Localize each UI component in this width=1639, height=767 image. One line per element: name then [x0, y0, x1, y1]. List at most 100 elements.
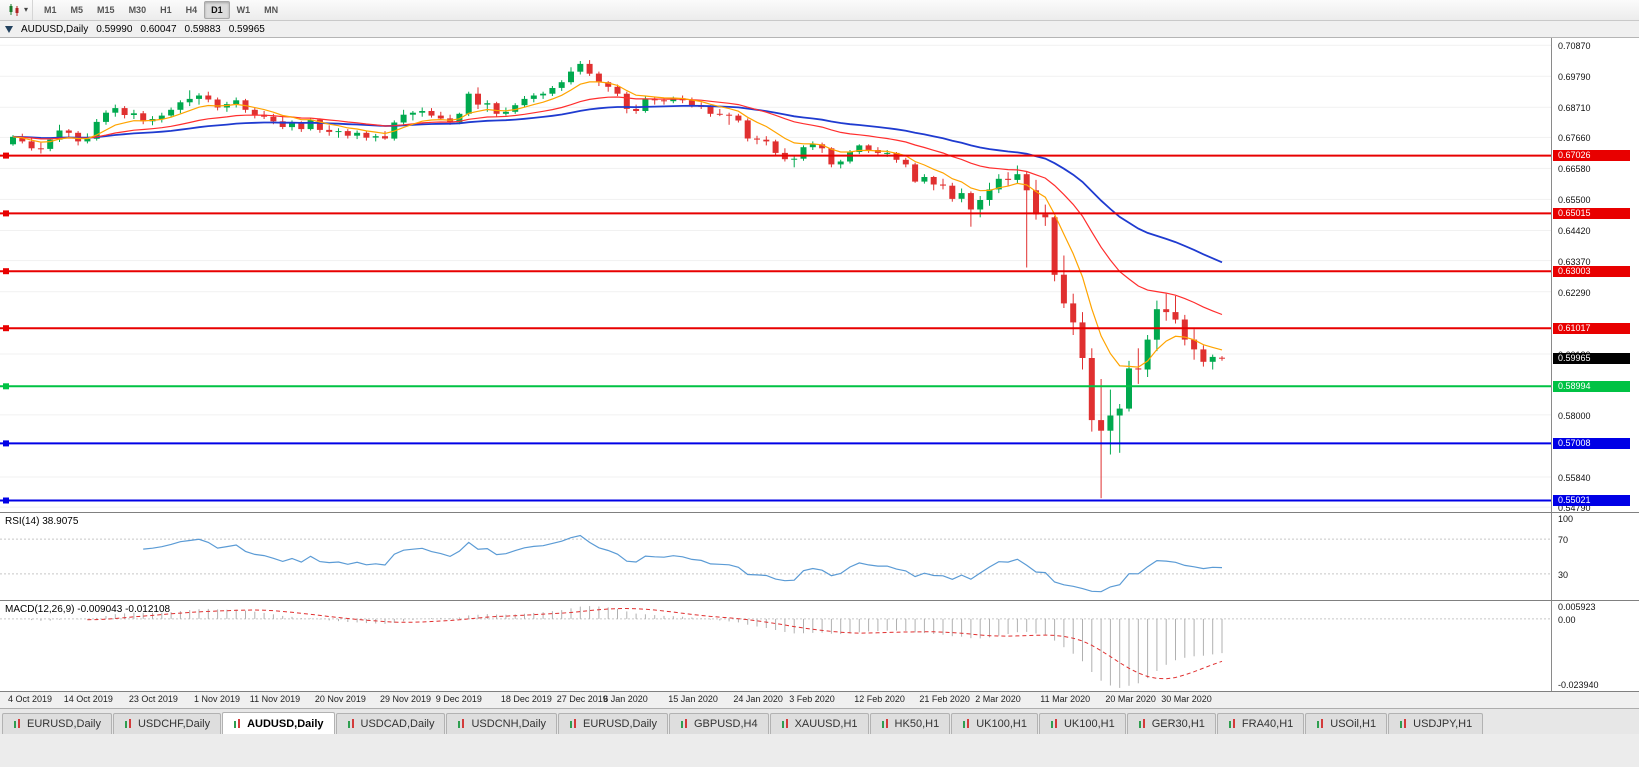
- chart-tab-icon: [781, 719, 791, 729]
- macd-axis-tick: 0.005923: [1558, 602, 1596, 612]
- ohlc-low: 0.59883: [184, 23, 221, 35]
- chart-tab-usdcnh-daily[interactable]: USDCNH,Daily: [446, 713, 558, 734]
- time-axis-label: 14 Oct 2019: [63, 694, 113, 704]
- timeframe-button-d1[interactable]: D1: [204, 1, 230, 19]
- chart-window-icon: [5, 26, 13, 33]
- chart-tab-label: EURUSD,Daily: [27, 718, 101, 730]
- chart-tab-label: UK100,H1: [1063, 718, 1115, 730]
- chart-tab-usdchf-daily[interactable]: USDCHF,Daily: [112, 713, 222, 734]
- panel-splitter[interactable]: [0, 512, 1639, 513]
- chart-tab-label: USDCNH,Daily: [471, 718, 547, 730]
- chart-tab-icon: [1399, 719, 1409, 729]
- current-price-label: 0.59965: [1553, 352, 1630, 364]
- chart-tab-usoil-h1[interactable]: USOil,H1: [1305, 713, 1388, 734]
- price-axis-tick: 0.65500: [1558, 195, 1591, 206]
- chart-tab-bar: EURUSD,Daily USDCHF,Daily AUDUSD,Daily USDC…: [0, 708, 1639, 734]
- time-axis-label: 20 Mar 2020: [1105, 694, 1156, 704]
- chart-tab-icon: [962, 719, 972, 729]
- hline-price-label: 0.58994: [1553, 380, 1630, 392]
- chart-tab-icon: [680, 719, 690, 729]
- timeframe-button-m30[interactable]: M30: [128, 5, 147, 15]
- time-axis-label: 18 Dec 2019: [500, 694, 552, 704]
- chart-title-symbol: AUDUSD,Daily: [21, 23, 89, 35]
- price-axis-tick: 0.68710: [1558, 103, 1591, 114]
- price-axis-tick: 0.69790: [1558, 72, 1591, 83]
- dropdown-caret-icon: ▾: [24, 5, 29, 14]
- panel-splitter[interactable]: [0, 600, 1639, 601]
- time-axis[interactable]: 4 Oct 2019 14 Oct 2019 23 Oct 2019 1 Nov 20…: [0, 691, 1639, 708]
- price-axis[interactable]: 0.70870 0.69790 0.68710 0.67660 0.66580 0.655…: [1551, 38, 1639, 514]
- macd-panel[interactable]: MACD(12,26,9) -0.009043 -0.012108 0.0059…: [0, 601, 1639, 691]
- chart-tab-fra40-h1[interactable]: FRA40,H1: [1216, 713, 1305, 734]
- time-axis-label: 11 Nov 2019: [249, 694, 301, 704]
- chart-tab-icon: [1138, 719, 1148, 729]
- chart-tab-icon: [233, 718, 243, 729]
- price-chart-panel[interactable]: 0.70870 0.69790 0.68710 0.67660 0.66580 0.655…: [0, 38, 1639, 514]
- timeframe-button-m15[interactable]: M15: [97, 5, 115, 15]
- chart-tab-xauusd-h1[interactable]: XAUUSD,H1: [769, 713, 869, 734]
- hline-price-label: 0.61017: [1553, 322, 1630, 334]
- chart-tab-label: XAUUSD,H1: [794, 718, 858, 730]
- chart-tab-icon: [13, 719, 23, 729]
- chart-type-button[interactable]: ▾: [3, 0, 34, 20]
- rsi-panel[interactable]: RSI(14) 38.9075 100 70 30: [0, 513, 1639, 600]
- chart-tab-icon: [1316, 719, 1326, 729]
- time-axis-label: 2 Mar 2020: [975, 694, 1021, 704]
- price-axis-tick: 0.54790: [1558, 503, 1591, 514]
- rsi-axis[interactable]: 100 70 30: [1551, 513, 1639, 600]
- price-axis-tick: 0.67660: [1558, 133, 1591, 144]
- chart-tab-audusd-daily[interactable]: AUDUSD,Daily: [222, 712, 335, 734]
- timeframe-button-m5[interactable]: M5: [70, 5, 84, 15]
- chart-tab-ger30-h1[interactable]: GER30,H1: [1126, 713, 1216, 734]
- rsi-axis-tick: 30: [1558, 569, 1569, 580]
- price-axis-tick: 0.66580: [1558, 164, 1591, 175]
- chart-tab-label: UK100,H1: [976, 718, 1027, 730]
- chart-tab-label: USDCHF,Daily: [137, 718, 211, 730]
- chart-tab-label: GBPUSD,H4: [694, 718, 758, 730]
- chart-tab-label: USDCAD,Daily: [360, 718, 435, 730]
- chart-tab-icon: [457, 719, 467, 729]
- time-axis-label: 12 Feb 2020: [854, 694, 905, 704]
- time-axis-label: 15 Jan 2020: [668, 694, 718, 704]
- ohlc-close: 0.59965: [228, 23, 265, 35]
- price-axis-tick: 0.63370: [1558, 256, 1591, 267]
- price-axis-tick: 0.58000: [1558, 410, 1591, 421]
- chart-tab-usdcad-daily[interactable]: USDCAD,Daily: [335, 713, 446, 734]
- chart-header: AUDUSD,Daily 0.59990 0.60047 0.59883 0.5…: [0, 21, 1639, 38]
- timeframe-button-h4[interactable]: H4: [185, 5, 198, 15]
- macd-label: MACD(12,26,9) -0.009043 -0.012108: [5, 604, 171, 615]
- rsi-axis-tick: 100: [1558, 514, 1574, 524]
- chart-tab-label: GER30,H1: [1151, 718, 1205, 730]
- chart-tab-hk50-h1[interactable]: HK50,H1: [869, 713, 951, 734]
- chart-tab-eurusd-daily[interactable]: EURUSD,Daily: [2, 713, 112, 734]
- timeframe-selector: M1 M5 M15 M30 H1 H4 D1 W1 MN: [37, 1, 285, 19]
- chart-tab-icon: [569, 719, 579, 729]
- timeframe-button-h1[interactable]: H1: [160, 5, 172, 15]
- rsi-axis-tick: 70: [1558, 535, 1569, 546]
- hline-price-label: 0.55021: [1553, 494, 1630, 506]
- time-axis-label: 9 Dec 2019: [435, 694, 482, 704]
- chart-tab-icon: [1228, 719, 1238, 729]
- time-axis-label: 21 Feb 2020: [919, 694, 970, 704]
- candlestick-plot[interactable]: [0, 38, 1552, 512]
- time-axis-label: 4 Oct 2019: [8, 694, 53, 704]
- macd-axis[interactable]: 0.005923 0.00 -0.023940: [1551, 601, 1639, 691]
- hline-price-label: 0.65015: [1553, 207, 1630, 219]
- chart-tab-uk100-h1[interactable]: UK100,H1: [1038, 713, 1126, 734]
- chart-tab-uk100-h1[interactable]: UK100,H1: [951, 713, 1038, 734]
- time-axis-label: 6 Jan 2020: [603, 694, 648, 704]
- hline-price-label: 0.67026: [1553, 150, 1630, 162]
- empty-area: [0, 734, 1639, 767]
- chart-tab-icon: [1050, 719, 1060, 729]
- ohlc-open: 0.59990: [96, 23, 133, 35]
- chart-tab-usdjpy-h1[interactable]: USDJPY,H1: [1388, 713, 1484, 734]
- timeframe-button-mn[interactable]: MN: [264, 5, 279, 15]
- time-axis-label: 3 Feb 2020: [789, 694, 835, 704]
- chart-tab-label: HK50,H1: [894, 718, 940, 730]
- chart-tab-gbpusd-h4[interactable]: GBPUSD,H4: [669, 713, 769, 734]
- rsi-plot[interactable]: [0, 513, 1552, 600]
- macd-plot[interactable]: [0, 601, 1552, 691]
- timeframe-button-m1[interactable]: M1: [44, 5, 57, 15]
- chart-tab-eurusd-daily[interactable]: EURUSD,Daily: [558, 713, 668, 734]
- timeframe-button-w1[interactable]: W1: [236, 5, 251, 15]
